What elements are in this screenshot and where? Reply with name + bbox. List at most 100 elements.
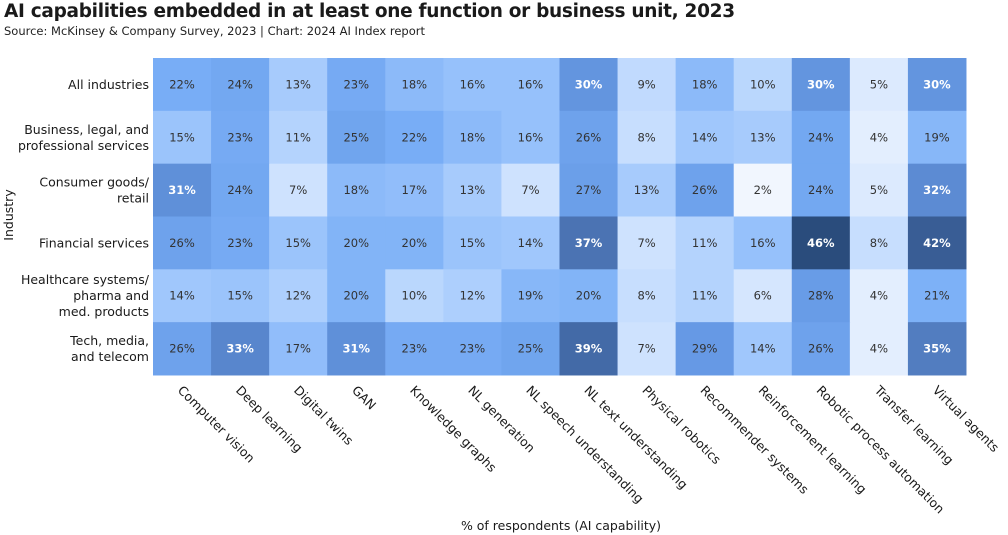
cell-value-label: 42% [923, 236, 951, 250]
cell-value-label: 23% [460, 342, 486, 356]
heatmap-cell [443, 58, 502, 112]
heatmap-cell [211, 322, 270, 376]
heatmap-cell [675, 269, 735, 323]
row-label: Tech, media, and telecom [69, 333, 149, 364]
heatmap-cell [501, 163, 560, 217]
cell-value-label: 4% [870, 289, 888, 303]
row-labels: All industries Business, legal, and profes… [18, 77, 150, 364]
heatmap-cell [675, 110, 735, 165]
cell-value-label: 15% [227, 289, 253, 303]
cell-value-label: 35% [923, 342, 951, 356]
row-label: All industries [68, 77, 149, 92]
column-label: Recommender systems [698, 382, 812, 496]
x-axis-title: % of respondents (AI capability) [461, 518, 661, 533]
cell-value-label: 23% [343, 77, 369, 91]
cell-value-label: 13% [460, 183, 486, 197]
cell-value-label: 18% [343, 183, 369, 197]
heatmap-cell [443, 110, 502, 165]
heatmap-cell [153, 58, 212, 112]
heatmap-cell [675, 58, 735, 112]
cell-value-label: 7% [521, 183, 539, 197]
heatmap-cell [211, 163, 270, 217]
heatmap-cell [269, 216, 328, 270]
chart-subtitle: Source: McKinsey & Company Survey, 2023 … [4, 24, 425, 38]
cell-value-label: 30% [807, 77, 835, 91]
heatmap-cell [211, 58, 270, 112]
cell-value-label: 13% [634, 183, 660, 197]
cell-value-label: 7% [289, 183, 307, 197]
cell-value-label: 6% [754, 289, 772, 303]
heatmap-cell [791, 216, 851, 270]
cell-value-label: 32% [923, 183, 951, 197]
cell-value-label: 12% [460, 289, 486, 303]
cell-value-label: 5% [870, 183, 888, 197]
heatmap-cell [907, 269, 967, 323]
heatmap-cell [791, 58, 851, 112]
row-label: Consumer goods/retail [39, 175, 149, 206]
heatmap-cell [501, 58, 560, 112]
cell-value-label: 26% [576, 130, 602, 144]
cell-value-label: 24% [227, 77, 253, 91]
heatmap-cell [443, 322, 502, 376]
cell-value-label: 13% [750, 130, 776, 144]
heatmap-cell [791, 110, 851, 165]
cell-value-label: 10% [750, 77, 776, 91]
heatmap-cell [153, 269, 212, 323]
cell-value-label: 25% [518, 342, 544, 356]
cell-value-label: 11% [692, 289, 718, 303]
heatmap-cell [501, 322, 560, 376]
heatmap-cell [675, 322, 735, 376]
column-label: GAN [349, 382, 379, 412]
cell-value-label: 14% [692, 130, 718, 144]
cell-value-label: 5% [870, 77, 888, 91]
heatmap-cell [327, 163, 386, 217]
cell-value-label: 22% [402, 130, 428, 144]
heatmap-cell [269, 58, 328, 112]
cell-value-label: 18% [402, 77, 428, 91]
heatmap-cell [385, 322, 444, 376]
cell-value-label: 17% [402, 183, 428, 197]
cell-value-label: 26% [692, 183, 718, 197]
cell-value-label: 24% [808, 130, 834, 144]
row-label: Financial services [39, 235, 149, 250]
cell-value-label: 20% [402, 236, 428, 250]
y-axis-title: Industry [1, 189, 16, 241]
heatmap-cell [559, 58, 619, 112]
cell-value-label: 15% [460, 236, 486, 250]
cell-value-label: 31% [168, 183, 196, 197]
cell-value-label: 11% [285, 130, 311, 144]
cell-value-label: 28% [808, 289, 834, 303]
heatmap-cell [849, 58, 909, 112]
heatmap-cell [501, 216, 560, 270]
heatmap-cell [849, 216, 909, 270]
heatmap-cell [791, 322, 851, 376]
cell-value-label: 46% [807, 236, 835, 250]
cell-value-label: 30% [575, 77, 603, 91]
cell-value-label: 26% [808, 342, 834, 356]
heatmap-cell [385, 163, 444, 217]
cell-value-label: 16% [518, 77, 544, 91]
heatmap-cell [559, 216, 619, 270]
chart-title: AI capabilities embedded in at least one… [4, 1, 735, 22]
cell-value-label: 29% [692, 342, 718, 356]
cell-value-label: 33% [226, 342, 254, 356]
heatmap-cell [733, 163, 793, 217]
cell-value-label: 23% [227, 130, 253, 144]
heatmap-cell [907, 110, 967, 165]
cell-value-label: 8% [870, 236, 888, 250]
heatmap-cell [269, 110, 328, 165]
heatmap-cell [617, 269, 677, 323]
heatmap-cell [443, 163, 502, 217]
cell-value-label: 20% [343, 289, 369, 303]
heatmap-cell [733, 110, 793, 165]
heatmap-cell [675, 216, 735, 270]
cell-value-label: 20% [343, 236, 369, 250]
heatmap-cell [617, 163, 677, 217]
cell-value-label: 14% [518, 236, 544, 250]
cell-value-label: 8% [637, 289, 655, 303]
heatmap-cell [617, 58, 677, 112]
heatmap-cell [501, 110, 560, 165]
heatmap-cell [733, 216, 793, 270]
